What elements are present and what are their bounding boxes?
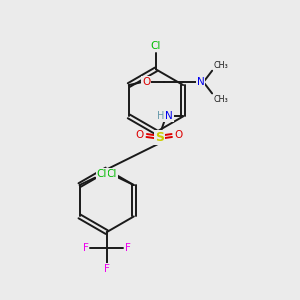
Text: N: N [165, 111, 173, 122]
Text: Cl: Cl [97, 169, 107, 179]
Text: F: F [104, 264, 110, 274]
Text: Cl: Cl [151, 41, 161, 51]
Text: S: S [155, 131, 164, 144]
Text: Cl: Cl [106, 169, 117, 179]
Text: H: H [157, 111, 165, 122]
Text: O: O [175, 130, 183, 140]
Text: N: N [197, 77, 205, 87]
Text: O: O [135, 130, 144, 140]
Text: F: F [125, 243, 131, 253]
Text: CH₃: CH₃ [213, 94, 228, 103]
Text: CH₃: CH₃ [213, 61, 228, 70]
Text: O: O [142, 77, 150, 87]
Text: F: F [82, 243, 88, 253]
